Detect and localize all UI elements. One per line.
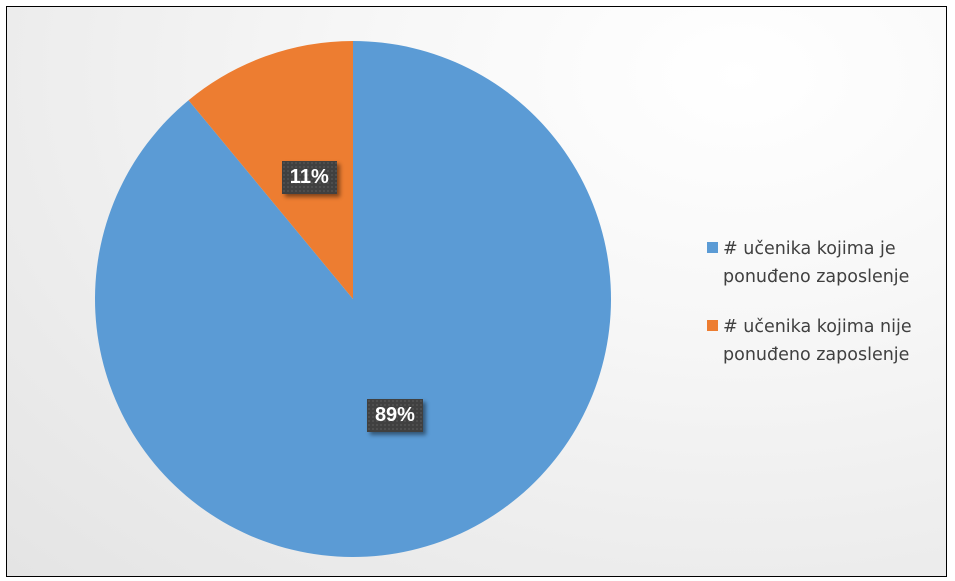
pie-chart [94,41,611,558]
legend-label-not-employed-line2: ponuđeno zaposlenje [723,345,910,365]
chart-area: 89% 11% # učenika kojima je ponuđeno zap… [6,6,947,577]
data-label-employed: 89% [366,399,423,433]
legend-item-employed: # učenika kojima je ponuđeno zaposlenje [707,235,946,291]
data-label-not-employed: 11% [281,161,337,195]
legend-item-not-employed: # učenika kojima nije ponuđeno zaposlenj… [707,313,946,369]
legend-label-employed-line1: # učenika kojima je [723,239,896,259]
pie-slice-not-employed [188,41,353,299]
legend: # učenika kojima je ponuđeno zaposlenje … [707,235,946,391]
legend-swatch-orange [707,320,718,331]
pie-slice-employed [94,41,611,558]
legend-label-employed-line2: ponuđeno zaposlenje [723,267,910,287]
legend-swatch-blue [707,242,718,253]
legend-label-not-employed-line1: # učenika kojima nije [723,317,912,337]
